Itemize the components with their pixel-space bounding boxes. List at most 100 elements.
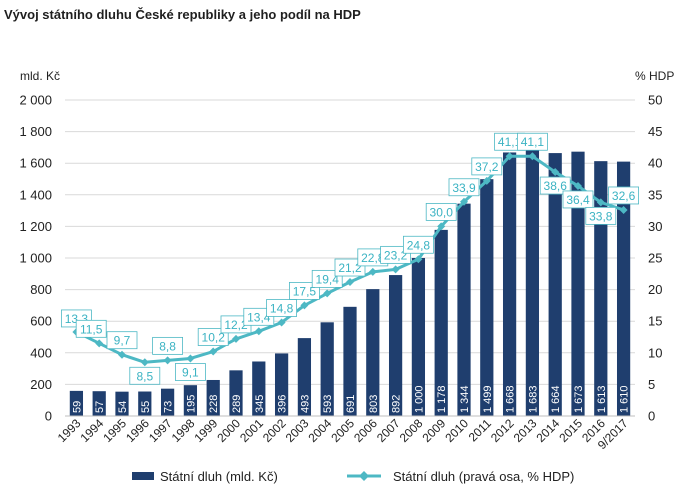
line-marker (209, 347, 218, 356)
bar (297, 338, 312, 416)
line-marker (619, 205, 628, 214)
line-value-label: 9,7 (114, 334, 131, 348)
bar (548, 153, 562, 416)
right-tick-label: 40 (648, 156, 662, 171)
bar (480, 179, 494, 416)
bar-value-label: 1 613 (596, 385, 608, 413)
line-value-label: 24,8 (407, 238, 431, 252)
legend-bar-label: Státní dluh (mld. Kč) (160, 469, 278, 484)
line-marker (163, 356, 172, 365)
line-value-label: 14,8 (270, 301, 294, 315)
line-value-label: 8,5 (136, 369, 153, 383)
left-tick-label: 800 (30, 282, 52, 297)
left-tick-label: 1 000 (19, 251, 52, 266)
line-label-box (129, 366, 161, 385)
bar (411, 258, 426, 416)
line-series (72, 152, 628, 367)
line-value-label: 22,8 (361, 251, 385, 265)
left-tick-label: 1 200 (19, 219, 52, 234)
left-tick-label: 600 (30, 314, 52, 329)
legend-line-label: Státní dluh (pravá osa, % HDP) (393, 469, 574, 484)
bar (320, 322, 334, 416)
x-tick-label: 1996 (123, 416, 152, 445)
line-marker (95, 339, 104, 348)
bar-labels: 59 57 54 55 73 195 228 289 345 396 493 593 691 803 892… (71, 385, 630, 413)
bar (138, 391, 152, 416)
bar-value-label: 1 344 (459, 385, 471, 413)
right-axis-unit: % HDP (635, 69, 674, 83)
bar (366, 289, 380, 416)
line-value-label: 17,5 (293, 284, 317, 298)
bar (388, 275, 403, 416)
bar (274, 353, 289, 416)
line-marker (118, 350, 126, 359)
bar (229, 370, 243, 416)
line-marker (232, 334, 240, 343)
line-label-box (539, 176, 571, 195)
bar (206, 379, 220, 416)
x-tick-label: 2014 (534, 416, 563, 445)
line-marker (574, 181, 582, 190)
left-tick-label: 400 (30, 345, 52, 360)
right-tick-label: 15 (648, 314, 662, 329)
bar-value-label: 55 (140, 401, 152, 413)
x-tick-label: 2012 (488, 416, 517, 445)
chart-title: Vývoj státního dluhu České republiky a j… (4, 7, 361, 22)
bar-value-label: 892 (391, 395, 403, 413)
left-tick-label: 1 600 (19, 156, 52, 171)
bar-value-label: 228 (208, 395, 220, 413)
bar (525, 150, 540, 416)
x-tick-label: 2002 (260, 416, 289, 445)
line-value-label: 32,6 (612, 189, 636, 203)
right-tick-label: 35 (648, 187, 662, 202)
line-marker (186, 354, 195, 363)
line-value-label: 8,8 (159, 339, 176, 353)
x-tick-label: 1995 (100, 416, 129, 445)
left-tick-label: 2 000 (19, 93, 52, 108)
line-marker (437, 222, 446, 231)
bar-value-label: 803 (368, 395, 380, 413)
legend: Státní dluh (mld. Kč) Státní dluh (pravá… (132, 469, 574, 484)
line-value-label: 36,4 (566, 193, 590, 207)
bar (343, 306, 357, 416)
line-marker (414, 255, 423, 264)
line-value-label: 30,0 (430, 205, 454, 219)
line-value-label: 13,4 (247, 310, 271, 324)
line-value-label: 33,8 (589, 209, 613, 223)
line-label-box (425, 202, 457, 221)
bar-value-label: 493 (299, 395, 311, 413)
x-tick-label: 2010 (442, 416, 471, 445)
line-marker (368, 267, 377, 276)
line-label-box (471, 157, 503, 176)
x-tick-label: 1998 (169, 416, 198, 445)
x-tick-label: 2015 (556, 416, 585, 445)
bar (594, 161, 608, 416)
line-marker (505, 152, 514, 161)
bar-value-label: 54 (117, 401, 129, 413)
bar-value-label: 345 (254, 395, 266, 413)
right-tick-label: 0 (648, 409, 655, 424)
bar (69, 390, 84, 416)
x-tick-label: 2003 (283, 416, 312, 445)
line-value-label: 21,2 (338, 261, 362, 275)
line-label-box (585, 206, 617, 225)
bar (115, 391, 129, 416)
bar (502, 152, 517, 416)
legend-bar-swatch (132, 472, 154, 480)
line-value-label: 41,1 (521, 135, 545, 149)
line-value-label: 38,6 (544, 179, 568, 193)
bar-value-label: 1 668 (505, 385, 517, 413)
line-marker (254, 327, 263, 336)
x-tick-label: 2000 (214, 416, 243, 445)
bar-value-label: 1 499 (482, 385, 494, 413)
line-value-label: 11,5 (80, 322, 103, 336)
bar (457, 203, 471, 416)
line-value-label: 41,1 (498, 135, 522, 149)
right-tick-label: 45 (648, 124, 662, 139)
x-axis: 1993199419951996199719981999200020012002… (55, 415, 635, 452)
bar-value-label: 195 (185, 395, 197, 413)
right-tick-label: 5 (648, 377, 655, 392)
bar-series (69, 150, 631, 416)
bar-value-label: 1 000 (413, 385, 425, 413)
